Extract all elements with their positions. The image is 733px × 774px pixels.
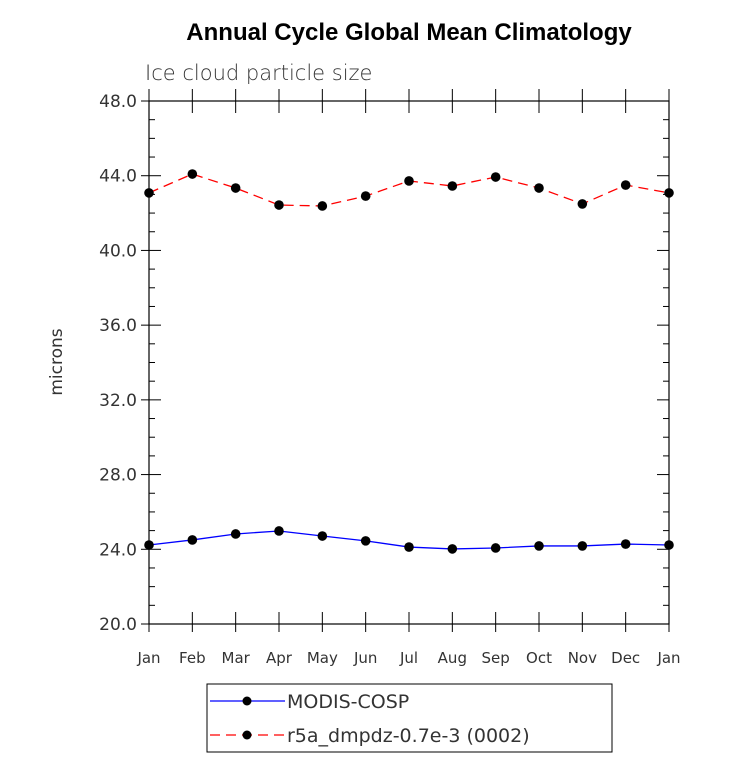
data-point — [404, 176, 414, 186]
legend-marker-modis — [242, 696, 252, 706]
y-tick-label: 36.0 — [99, 316, 137, 336]
x-tick-label: Apr — [266, 649, 293, 667]
x-tick-label: Nov — [568, 649, 597, 667]
data-point — [404, 542, 414, 552]
legend-label-model: r5a_dmpdz-0.7e-3 (0002) — [287, 725, 530, 747]
data-point — [490, 172, 501, 182]
data-point — [230, 183, 241, 193]
chart-subtitle: Ice cloud particle size — [145, 61, 372, 85]
data-point — [317, 201, 328, 211]
legend: MODIS-COSP r5a_dmpdz-0.7e-3 (0002) — [206, 683, 613, 753]
x-tick-label: Dec — [611, 649, 640, 667]
data-point — [230, 529, 241, 539]
y-tick-label: 40.0 — [99, 241, 137, 261]
data-point — [360, 536, 371, 546]
data-point — [577, 541, 588, 551]
x-tick-label: Feb — [179, 649, 206, 667]
data-point — [144, 188, 154, 198]
data-point — [534, 541, 544, 551]
data-point — [664, 188, 674, 198]
y-tick-label: 24.0 — [99, 540, 137, 560]
data-point — [144, 540, 154, 550]
x-tick-label: Jan — [656, 649, 680, 667]
x-tick-label: Jul — [399, 649, 418, 667]
data-point — [534, 183, 544, 193]
data-point — [187, 535, 198, 545]
x-tick-label: Aug — [438, 649, 467, 667]
y-tick-label: 20.0 — [99, 615, 137, 635]
y-axis-label: microns — [47, 328, 67, 395]
x-tick-label: Oct — [526, 649, 552, 667]
x-tick-label: May — [307, 649, 338, 667]
data-point — [620, 539, 631, 549]
x-tick-label: Jan — [136, 649, 160, 667]
data-point — [274, 526, 284, 536]
data-point — [274, 200, 284, 210]
legend-box — [206, 683, 613, 753]
data-point — [360, 191, 371, 201]
y-tick-label: 32.0 — [99, 391, 137, 411]
chart-title: Annual Cycle Global Mean Climatology — [186, 19, 632, 46]
data-point — [577, 199, 588, 209]
data-point — [620, 180, 631, 190]
legend-marker-model — [242, 730, 252, 740]
data-point — [447, 544, 458, 554]
y-tick-label: 44.0 — [99, 167, 137, 187]
y-tick-label: 48.0 — [99, 92, 137, 112]
data-point — [490, 543, 501, 553]
data-point — [447, 181, 458, 191]
data-point — [664, 540, 674, 550]
data-point — [317, 531, 328, 541]
x-tick-label: Jun — [353, 649, 377, 667]
legend-label-modis: MODIS-COSP — [287, 691, 409, 713]
x-tick-label: Mar — [222, 649, 251, 667]
data-point — [187, 169, 198, 179]
y-tick-label: 28.0 — [99, 466, 137, 486]
x-tick-label: Sep — [482, 649, 510, 667]
